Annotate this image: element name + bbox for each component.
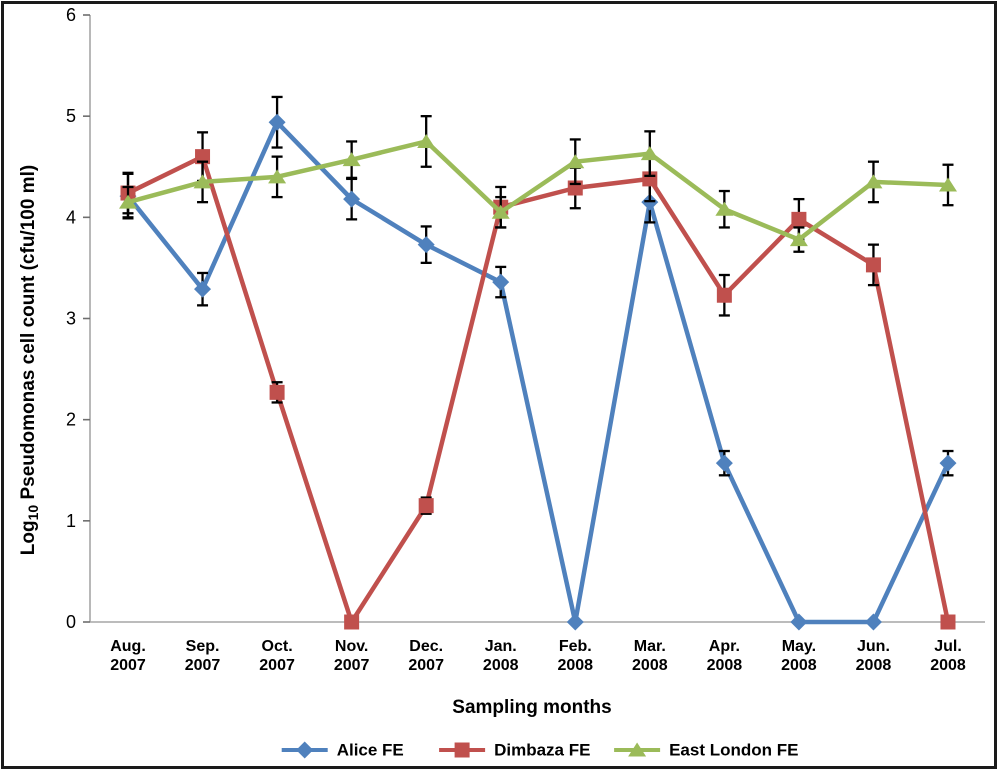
y-axis-title: Log10 Pseudomonas cell count (cfu/100 ml… (18, 165, 41, 555)
x-tick-label-nov-2007: Nov. 2007 (334, 638, 370, 674)
y-tick-label-4: 4 (66, 207, 76, 227)
x-tick-label-mar-2008: Mar. 2008 (632, 638, 668, 674)
diamond-marker (296, 741, 314, 759)
series-line-east-london-fe (125, 139, 951, 242)
diamond-marker (864, 613, 882, 631)
diamond-marker (268, 113, 286, 131)
diamond-marker (194, 280, 212, 298)
diamond-marker (566, 613, 584, 631)
triangle-marker (864, 174, 883, 189)
y-axis-title-prefix: Log (18, 520, 39, 555)
x-axis-title: Sampling months (452, 697, 611, 718)
y-tick-label-2: 2 (66, 410, 76, 430)
series-dimbaza-fe (120, 131, 956, 630)
series-line-alice-fe (125, 119, 951, 625)
square-marker (195, 149, 211, 165)
square-marker (716, 287, 732, 303)
x-tick-label-jun-2008: Jun. 2008 (856, 638, 892, 674)
y-tick-label-0: 0 (66, 612, 76, 632)
triangle-marker (193, 174, 212, 189)
square-marker (865, 257, 881, 273)
x-tick-label-feb-2008: Feb. 2008 (557, 638, 593, 674)
triangle-marker (789, 232, 808, 247)
square-marker (269, 384, 285, 400)
series-line-dimbaza-fe (125, 154, 951, 625)
x-tick-label-may-2008: May. 2008 (781, 638, 817, 674)
square-marker (454, 742, 470, 758)
series-east-london-fe (119, 115, 957, 253)
triangle-marker (342, 152, 361, 167)
square-marker (791, 211, 807, 227)
triangle-marker (640, 146, 659, 161)
triangle-marker (491, 204, 510, 219)
line-chart: 0 1 2 3 4 5 6 Aug. 2007 Sep. 2007 Oct. 2007 Nov. 2007 D… (18, 5, 985, 760)
y-tick-label-6: 6 (66, 5, 76, 25)
legend-item-alice-fe: Alice FE (281, 741, 404, 760)
chart-canvas: 0 1 2 3 4 5 6 Aug. 2007 Sep. 2007 Oct. 2007 Nov. 2007 D… (66, 5, 985, 674)
triangle-marker (417, 133, 436, 148)
square-marker (940, 614, 956, 630)
legend-item-dimbaza-fe: Dimbaza FE (439, 741, 590, 760)
y-tick-label-5: 5 (66, 106, 76, 126)
x-tick-label-jul-2008: Jul. 2008 (930, 638, 966, 674)
triangle-marker (566, 154, 585, 169)
y-tick-label-3: 3 (66, 309, 76, 329)
diamond-marker (715, 454, 733, 472)
x-tick-label-sep-2007: Sep. 2007 (185, 638, 221, 674)
diamond-marker (939, 454, 957, 472)
x-tick-label-dec-2007: Dec. 2007 (408, 638, 444, 674)
x-tick-label-aug-2007: Aug. 2007 (110, 638, 146, 674)
x-tick-label-jan-2008: Jan. 2008 (483, 638, 519, 674)
y-axis-title-subscript: 10 (25, 505, 41, 521)
triangle-marker (268, 169, 287, 184)
legend-label-dimbaza-fe: Dimbaza FE (494, 741, 590, 760)
chart-legend: Alice FE Dimbaza FE East London FE (281, 741, 798, 760)
diamond-marker (790, 613, 808, 631)
triangle-marker (119, 194, 137, 209)
legend-item-east-london-fe: East London FE (614, 741, 798, 760)
square-marker (344, 614, 360, 630)
diamond-marker (492, 273, 510, 291)
legend-label-east-london-fe: East London FE (669, 741, 798, 760)
legend-label-alice-fe: Alice FE (337, 741, 404, 760)
square-marker (418, 498, 434, 514)
triangle-marker (715, 201, 734, 216)
x-tick-label-oct-2007: Oct. 2007 (259, 638, 295, 674)
diamond-marker (417, 236, 435, 254)
x-tick-label-apr-2008: Apr. 2008 (707, 638, 743, 674)
triangle-marker (628, 742, 647, 757)
y-axis-title-suffix: Pseudomonas cell count (cfu/100 ml) (18, 165, 39, 505)
y-tick-label-1: 1 (66, 511, 76, 531)
triangle-marker (938, 177, 957, 192)
diamond-marker (343, 190, 361, 208)
